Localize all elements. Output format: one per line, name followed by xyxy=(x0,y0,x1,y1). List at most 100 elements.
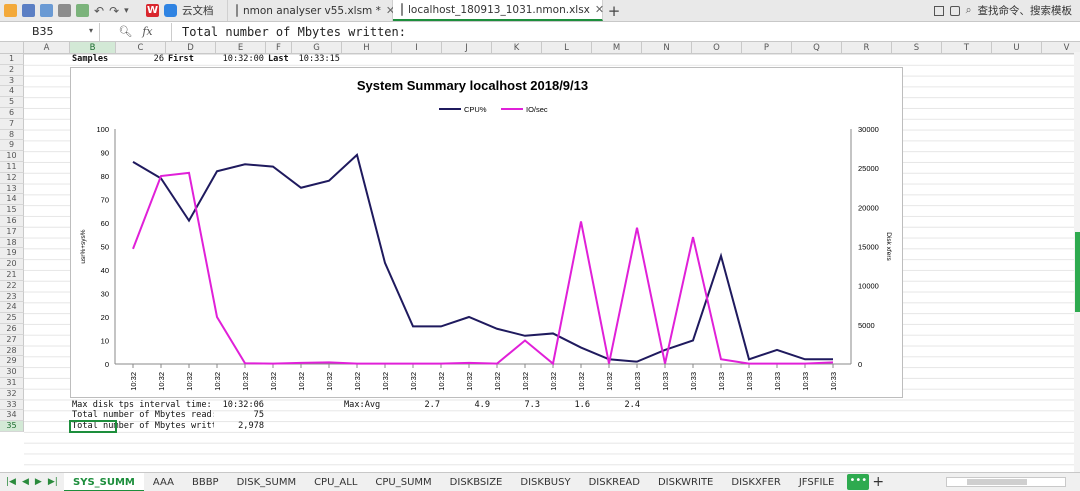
cpu-value[interactable]: 4.9 xyxy=(474,399,490,410)
column-header-k[interactable]: K xyxy=(492,42,542,54)
row-header-23[interactable]: 23 xyxy=(0,291,24,303)
vertical-scrollbar[interactable] xyxy=(1074,52,1080,472)
column-header-l[interactable]: L xyxy=(542,42,592,54)
column-header-a[interactable]: A xyxy=(24,42,70,54)
sheet-tab-cpu-summ[interactable]: CPU_SUMM xyxy=(375,476,432,488)
print-preview-icon[interactable] xyxy=(40,4,53,17)
column-header-r[interactable]: R xyxy=(842,42,892,54)
system-summary-chart[interactable]: System Summary localhost 2018/9/13 CPU% IO… xyxy=(70,67,903,398)
disk-stats-value[interactable]: 75 xyxy=(253,410,264,421)
undo-icon[interactable]: ↶ xyxy=(94,3,105,18)
sheet-tab-bbbp[interactable]: BBBP xyxy=(191,476,219,488)
sheet-tab-aaa[interactable]: AAA xyxy=(152,476,174,488)
column-header-p[interactable]: P xyxy=(742,42,792,54)
row-header-16[interactable]: 16 xyxy=(0,216,24,227)
row-header-6[interactable]: 6 xyxy=(0,108,24,119)
redo-icon[interactable]: ↷ xyxy=(109,3,120,18)
row-header-34[interactable]: 34 xyxy=(0,410,24,422)
prev-sheet-icon[interactable]: ◀ xyxy=(21,477,29,487)
last-sheet-icon[interactable]: ▶| xyxy=(47,477,58,487)
window-icon[interactable] xyxy=(933,5,944,16)
row-header-15[interactable]: 15 xyxy=(0,205,24,216)
row-header-33[interactable]: 33 xyxy=(0,399,24,411)
cpu-value[interactable]: 1.6 xyxy=(574,399,590,410)
skin-icon[interactable] xyxy=(949,5,960,16)
scroll-thumb[interactable] xyxy=(1075,232,1080,312)
row-header-24[interactable]: 24 xyxy=(0,302,24,314)
row-header-19[interactable]: 19 xyxy=(0,248,24,260)
more-sheets-button[interactable]: ••• xyxy=(847,474,870,490)
last-label[interactable]: Last xyxy=(268,54,289,64)
first-label[interactable]: First xyxy=(168,54,194,64)
row-header-35[interactable]: 35 xyxy=(0,421,24,432)
row-header-20[interactable]: 20 xyxy=(0,259,24,270)
row-header-31[interactable]: 31 xyxy=(0,378,24,389)
sheet-tab-diskbsize[interactable]: DISKBSIZE xyxy=(449,476,503,488)
column-header-b[interactable]: B xyxy=(70,42,116,54)
tab-nmon-analyser[interactable]: nmon analyser v55.xlsm * ✕ xyxy=(228,0,396,21)
column-header-q[interactable]: Q xyxy=(792,42,842,54)
sheet-tab-diskbusy[interactable]: DISKBUSY xyxy=(520,476,571,488)
column-header-s[interactable]: S xyxy=(892,42,942,54)
worksheet-grid[interactable]: A B C D E F G H I J K L M N O P Q R S T U V 1 2 3 4 5 6 7 8 9 10 11 12 13 1… xyxy=(0,42,1080,472)
disk-stats-label[interactable]: Total number of Mbytes written xyxy=(72,421,214,432)
disk-stats-value[interactable]: 10:32:06 xyxy=(222,399,264,410)
row-header-1[interactable]: 1 xyxy=(0,54,24,65)
search-icon[interactable]: ⌕ xyxy=(965,4,972,16)
fx-icon[interactable]: fx xyxy=(142,25,153,38)
row-header-4[interactable]: 4 xyxy=(0,86,24,98)
row-header-13[interactable]: 13 xyxy=(0,183,24,195)
row-header-10[interactable]: 10 xyxy=(0,151,24,162)
name-box[interactable]: B35 ▾ xyxy=(0,22,100,41)
row-header-29[interactable]: 29 xyxy=(0,356,24,368)
column-header-o[interactable]: O xyxy=(692,42,742,54)
row-header-26[interactable]: 26 xyxy=(0,324,24,335)
row-header-27[interactable]: 27 xyxy=(0,334,24,346)
row-header-11[interactable]: 11 xyxy=(0,162,24,173)
close-tab-icon[interactable]: ✕ xyxy=(385,4,396,17)
column-header-c[interactable]: C xyxy=(116,42,166,54)
sheet-tab-sys-summ[interactable]: SYS_SUMM xyxy=(64,472,144,491)
column-header-u[interactable]: U xyxy=(992,42,1042,54)
customize-dropdown-icon[interactable]: ▾ xyxy=(124,5,129,16)
first-value[interactable]: 10:32:00 xyxy=(222,54,264,64)
column-header-f[interactable]: F xyxy=(266,42,292,54)
row-header-7[interactable]: 7 xyxy=(0,118,24,130)
row-header-28[interactable]: 28 xyxy=(0,345,24,357)
tab-cloud-docs[interactable]: W 云文档 xyxy=(138,0,228,21)
row-header-30[interactable]: 30 xyxy=(0,367,24,378)
cpu-row-label[interactable]: Max:Avg xyxy=(344,399,381,410)
sheet-tab-cpu-all[interactable]: CPU_ALL xyxy=(314,476,358,488)
row-header-2[interactable]: 2 xyxy=(0,64,24,76)
sheet-tab-diskread[interactable]: DISKREAD xyxy=(588,476,640,488)
row-header-3[interactable]: 3 xyxy=(0,75,24,87)
row-header-25[interactable]: 25 xyxy=(0,313,24,324)
row-header-22[interactable]: 22 xyxy=(0,280,24,292)
select-all-corner[interactable] xyxy=(0,42,24,54)
cpu-value[interactable]: 2.4 xyxy=(624,399,640,410)
search-commands-label[interactable]: 查找命令、搜索模板 xyxy=(977,5,1073,17)
zoom-icon[interactable]: 🔍︎ xyxy=(118,25,133,38)
row-header-32[interactable]: 32 xyxy=(0,388,24,400)
column-header-e[interactable]: E xyxy=(216,42,266,54)
row-header-18[interactable]: 18 xyxy=(0,237,24,249)
export-icon[interactable] xyxy=(76,4,89,17)
add-sheet-button[interactable]: + xyxy=(872,474,885,490)
row-header-12[interactable]: 12 xyxy=(0,172,24,184)
sheet-tab-diskxfer[interactable]: DISKXFER xyxy=(731,476,781,488)
samples-label[interactable]: Samples xyxy=(72,54,109,64)
sheet-tab-disk-summ[interactable]: DISK_SUMM xyxy=(236,476,297,488)
tab-localhost-xlsx[interactable]: localhost_180913_1031.nmon.xlsx ✕ xyxy=(393,0,604,21)
scroll-thumb[interactable] xyxy=(967,479,1027,485)
open-folder-icon[interactable] xyxy=(4,4,17,17)
column-header-d[interactable]: D xyxy=(166,42,216,54)
row-header-5[interactable]: 5 xyxy=(0,97,24,108)
first-sheet-icon[interactable]: |◀ xyxy=(6,477,16,487)
formula-input[interactable]: Total number of Mbytes written: xyxy=(182,24,406,39)
column-header-i[interactable]: I xyxy=(392,42,442,54)
column-header-v[interactable]: V xyxy=(1042,42,1080,54)
chevron-down-icon[interactable]: ▾ xyxy=(88,25,93,35)
row-header-17[interactable]: 17 xyxy=(0,226,24,238)
column-header-t[interactable]: T xyxy=(942,42,992,54)
horizontal-scrollbar[interactable] xyxy=(946,477,1066,487)
